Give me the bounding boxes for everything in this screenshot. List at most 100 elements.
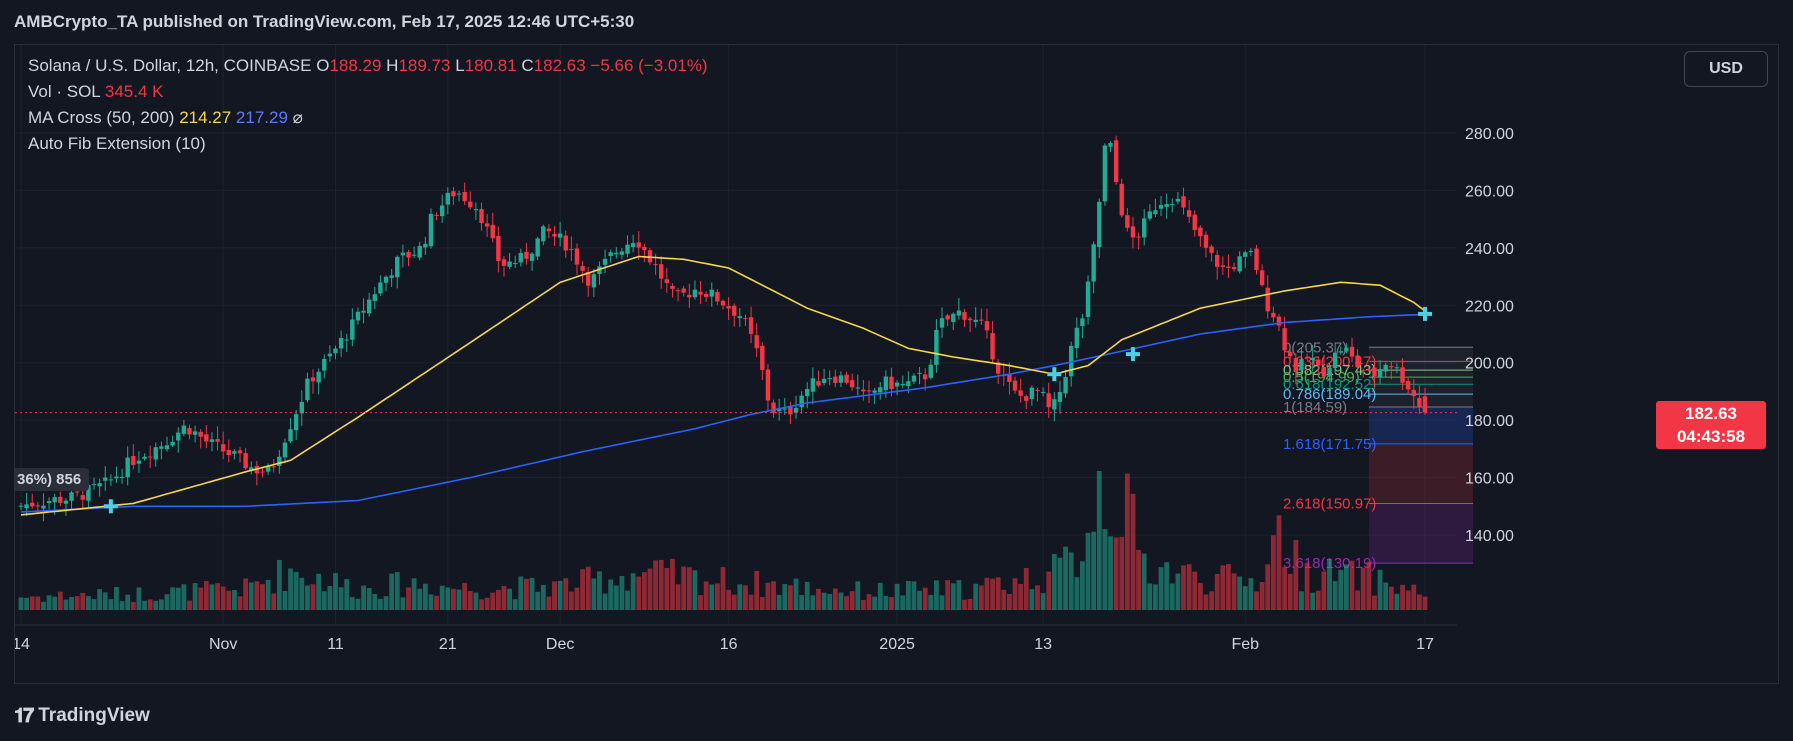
candle-body (288, 429, 293, 442)
volume-bar (215, 583, 220, 610)
legend-volume-row[interactable]: Vol · SOL 345.4 K (28, 79, 708, 105)
volume-bar (1007, 593, 1012, 610)
symbol-label[interactable]: Solana / U.S. Dollar, 12h, COINBASE (28, 56, 312, 75)
fib-zone (1368, 406, 1473, 444)
volume-bar (29, 596, 35, 610)
candle-body (282, 442, 288, 458)
volume-bar (1214, 573, 1220, 610)
volume-bar (1018, 583, 1024, 610)
volume-bar (439, 585, 445, 610)
volume-bar (1197, 583, 1203, 610)
candle-body (1248, 250, 1254, 252)
legend-ma-row[interactable]: MA Cross (50, 200) 214.27 217.29 ⌀ (28, 105, 708, 131)
current-price-value: 182.63 (1685, 403, 1737, 423)
legend-ohlc-row[interactable]: Solana / U.S. Dollar, 12h, COINBASE O188… (28, 53, 708, 79)
candle-body (350, 319, 355, 340)
volume-bar (1360, 567, 1366, 610)
candle-body (501, 259, 507, 266)
candle-body (743, 318, 748, 320)
volume-bar (203, 581, 209, 610)
volume-bar (434, 595, 439, 610)
volume-bar (518, 576, 524, 610)
candle-body (703, 293, 709, 297)
candle-body (1422, 396, 1428, 413)
candle-body (125, 457, 130, 478)
volume-bar (990, 578, 995, 610)
candle-body (1018, 390, 1023, 396)
volume-bar (787, 585, 793, 610)
volume-bar (187, 600, 192, 610)
volume-bar (147, 599, 153, 610)
volume-bar (686, 567, 692, 610)
volume-bar (782, 584, 788, 610)
volume-bar (844, 596, 849, 610)
volume-bar (232, 589, 237, 610)
candle-body (1119, 183, 1124, 216)
volume-bar (765, 582, 771, 610)
candle-body (1029, 387, 1035, 400)
candle-body (883, 376, 889, 391)
candle-body (546, 228, 552, 232)
ma200-line (20, 313, 1426, 513)
volume-bar (743, 585, 748, 610)
time-tick-label: 14 (15, 636, 30, 653)
candle-body (1074, 327, 1080, 349)
volume-bar (524, 578, 529, 610)
candle-body (647, 250, 653, 263)
candle-body (1097, 201, 1102, 248)
candle-body (838, 375, 844, 383)
price-tick-label: 280.00 (1465, 126, 1514, 143)
volume-bar (1405, 590, 1411, 610)
candle-body (653, 264, 658, 266)
footer-brand[interactable]: 𝟏𝟕 TradingView (14, 700, 150, 732)
candle-body (1271, 312, 1276, 318)
candle-body (1394, 367, 1400, 369)
volume-bar (1186, 564, 1192, 610)
volume-bar (849, 591, 855, 610)
candle-body (226, 449, 231, 456)
candle-body (962, 312, 967, 320)
volume-bar (602, 593, 608, 610)
candle-body (204, 434, 209, 442)
volume-bar (804, 581, 810, 610)
candle-body (698, 291, 703, 295)
currency-button[interactable]: USD (1684, 51, 1768, 87)
candle-body (793, 407, 799, 413)
candle-body (507, 261, 512, 267)
tradingview-logo-icon: 𝟏𝟕 (14, 704, 34, 727)
time-tick-label: 17 (1416, 636, 1434, 653)
price-chart[interactable]: 0(205.37)0.236(200.47)0.382(197.43)0.5(1… (15, 45, 1779, 684)
volume-bar (1310, 592, 1316, 610)
candle-body (973, 319, 978, 322)
candle-body (984, 321, 990, 331)
candle-body (411, 254, 417, 256)
fib-level-label: 2.618(150.97) (1283, 496, 1376, 513)
candle-body (821, 378, 827, 384)
chart-legend: Solana / U.S. Dollar, 12h, COINBASE O188… (28, 53, 708, 157)
volume-bar (608, 579, 614, 610)
candle-body (760, 345, 765, 370)
candle-body (220, 444, 226, 452)
price-tick-label: 220.00 (1465, 298, 1514, 315)
chart-panel[interactable]: 0(205.37)0.236(200.47)0.382(197.43)0.5(1… (14, 44, 1779, 684)
candle-body (894, 382, 900, 387)
volume-bar (411, 578, 417, 610)
ma-cross-label: MA Cross (50, 200) (28, 108, 175, 127)
legend-fib-row[interactable]: Auto Fib Extension (10) (28, 131, 708, 157)
candle-body (119, 476, 125, 478)
candle-body (260, 471, 265, 473)
candle-body (479, 209, 484, 224)
volume-bar (726, 589, 732, 610)
price-tick-label: 260.00 (1465, 183, 1514, 200)
candle-body (451, 191, 456, 197)
candle-body (1276, 316, 1282, 326)
volume-bar (703, 581, 709, 610)
volume-bar (625, 590, 630, 610)
volume-bar (400, 597, 406, 610)
candle-body (1153, 210, 1158, 215)
volume-bar (1388, 586, 1394, 610)
ma-cross-marker (103, 499, 118, 514)
volume-bar (1282, 567, 1287, 610)
candle-body (1299, 359, 1304, 371)
candle-body (765, 369, 771, 401)
